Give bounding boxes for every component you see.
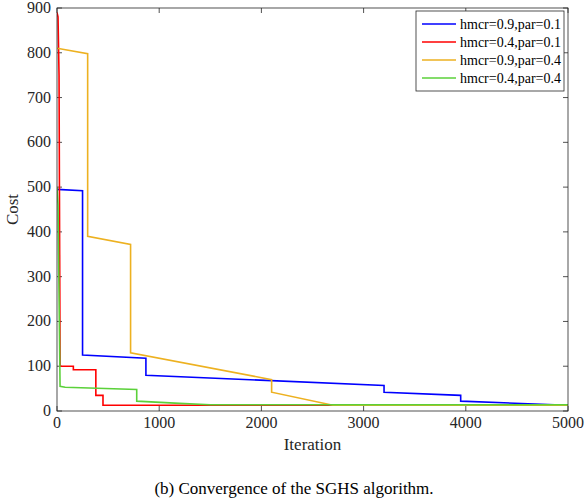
y-tick <box>563 142 568 143</box>
legend-label: hmcr=0.9,par=0.4 <box>460 53 561 68</box>
y-tick <box>563 321 568 322</box>
y-tick-label: 400 <box>27 223 51 240</box>
legend-label: hmcr=0.9,par=0.1 <box>460 17 561 32</box>
y-tick <box>563 366 568 367</box>
legend-swatch <box>422 23 456 25</box>
y-tick <box>563 231 568 232</box>
y-tick-label: 300 <box>27 268 51 285</box>
x-tick-label: 2000 <box>245 414 277 431</box>
legend-swatch <box>422 59 456 61</box>
legend-label: hmcr=0.4,par=0.1 <box>460 35 561 50</box>
plot-area <box>57 8 568 411</box>
x-tick-label: 5000 <box>552 414 584 431</box>
series-line <box>57 187 568 405</box>
series-line <box>57 189 568 405</box>
chart: 0 1000 2000 3000 4000 5000 0 100 200 300 400 500 600… <box>0 0 588 504</box>
x-tick <box>261 406 262 411</box>
x-tick-label: 1000 <box>143 414 175 431</box>
x-axis-label: Iteration <box>284 435 342 454</box>
y-tick-label: 500 <box>27 178 51 195</box>
series-group <box>57 12 568 405</box>
x-tick-label: 3000 <box>348 414 380 431</box>
y-tick <box>563 97 568 98</box>
y-axis-label: Cost <box>3 194 22 225</box>
x-tick-label: 0 <box>53 414 61 431</box>
x-tick <box>363 406 364 411</box>
x-tick <box>261 8 262 13</box>
x-tick <box>159 406 160 411</box>
y-tick-label: 900 <box>27 0 51 16</box>
y-tick <box>563 276 568 277</box>
legend-box <box>416 11 564 91</box>
caption: (b) Convergence of the SGHS algorithm. <box>154 479 433 498</box>
frame <box>57 8 568 411</box>
y-tick-label: 700 <box>27 89 51 106</box>
y-tick <box>563 187 568 188</box>
legend-swatch <box>422 77 456 79</box>
series-line <box>57 48 568 405</box>
y-tick-label: 100 <box>27 357 51 374</box>
x-tick <box>159 8 160 13</box>
x-tick <box>465 406 466 411</box>
y-tick <box>57 52 62 53</box>
legend-label: hmcr=0.4,par=0.4 <box>460 71 561 86</box>
y-tick-label: 0 <box>43 402 51 419</box>
x-tick-label: 4000 <box>450 414 482 431</box>
series-line <box>57 12 568 405</box>
y-tick-label: 600 <box>27 133 51 150</box>
y-tick-label: 800 <box>27 44 51 61</box>
legend: hmcr=0.9,par=0.1 hmcr=0.4,par=0.1 hmcr=0.9… <box>416 11 564 91</box>
y-tick-label: 200 <box>27 312 51 329</box>
legend-swatch <box>422 41 456 43</box>
x-tick <box>363 8 364 13</box>
